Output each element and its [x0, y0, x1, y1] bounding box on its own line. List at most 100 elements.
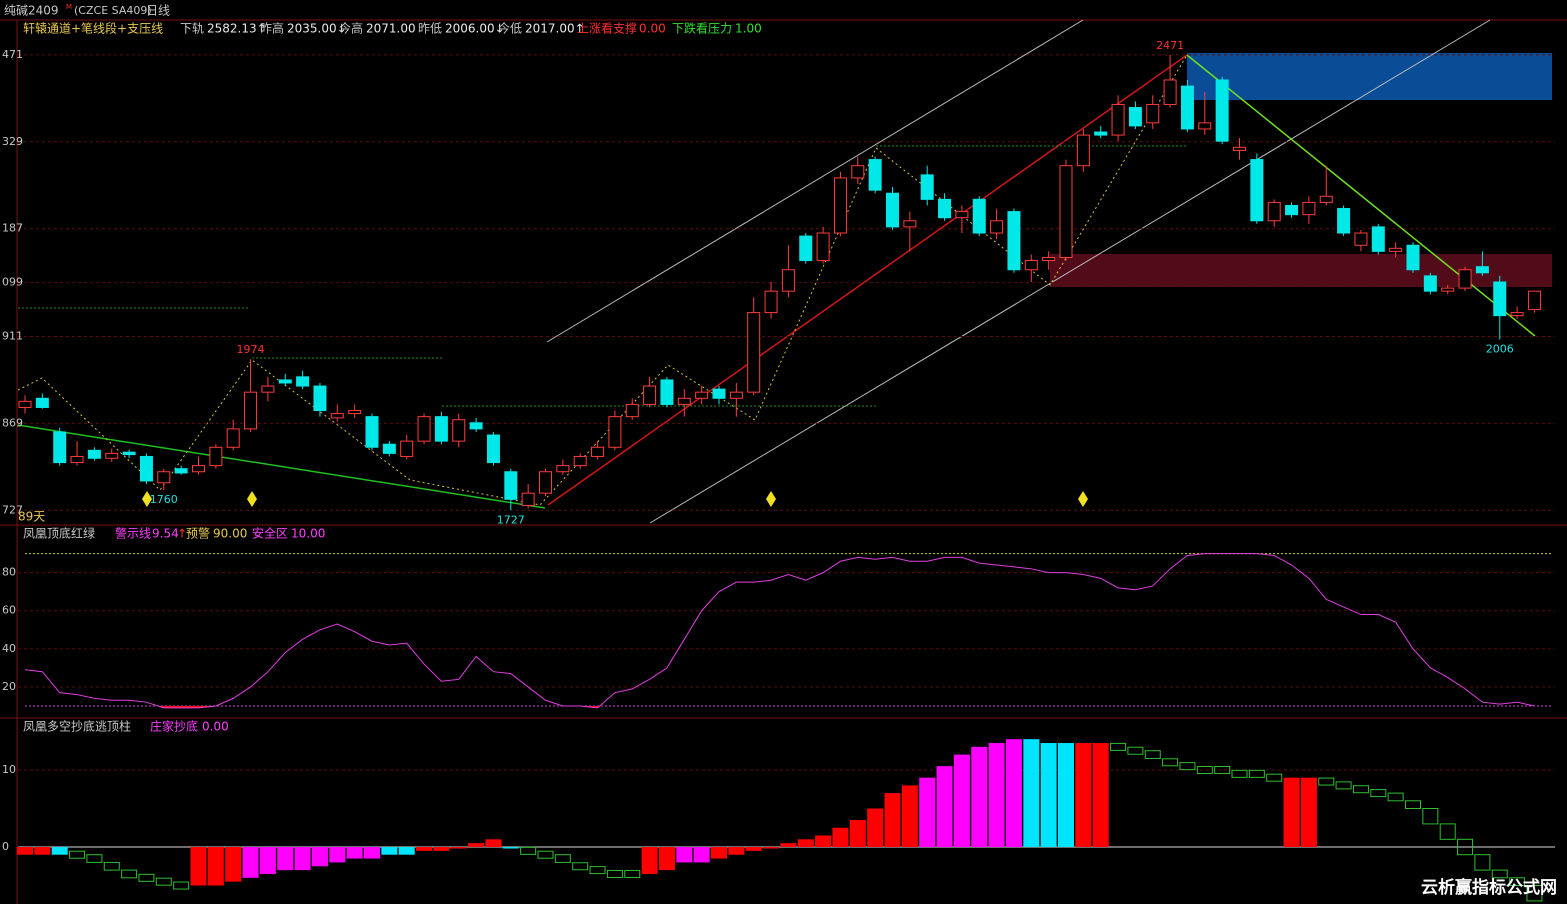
- label: 昨高: [260, 21, 284, 36]
- panel-title[interactable]: 凤凰顶底红绿: [23, 526, 95, 541]
- bar: [103, 861, 120, 871]
- indicator-name[interactable]: 轩辕通道+笔线段+支压线: [23, 21, 163, 36]
- candle-body: [1215, 79, 1229, 142]
- bar: [1214, 765, 1231, 774]
- code: (CZCE SA409): [74, 4, 152, 17]
- candle-body: [1302, 201, 1316, 216]
- bar: [1040, 743, 1057, 848]
- bar: [1231, 769, 1248, 778]
- candle-body: [1319, 195, 1333, 203]
- bar: [86, 854, 103, 863]
- candle-body: [1510, 312, 1524, 317]
- bar: [416, 847, 433, 851]
- bar: [1509, 877, 1526, 887]
- bar: [728, 847, 745, 855]
- bar: [1491, 869, 1508, 879]
- candle-body: [1371, 226, 1385, 252]
- candle-body: [955, 211, 969, 219]
- candle-body: [35, 397, 49, 408]
- candle-body: [1493, 281, 1507, 317]
- y-tick-label: 80: [2, 566, 16, 579]
- value: 2017.00↑: [525, 22, 585, 36]
- candle-body: [1337, 208, 1351, 234]
- candle-body: [1094, 131, 1108, 136]
- candle-body: [608, 416, 622, 448]
- bar: [1352, 785, 1369, 794]
- candle-body: [1111, 103, 1125, 136]
- bar: [1283, 777, 1300, 848]
- candle-body: [990, 220, 1004, 234]
- y-tick-label: 329: [2, 135, 23, 148]
- candle-body: [747, 312, 761, 393]
- bar: [121, 869, 138, 879]
- bar: [398, 847, 415, 855]
- bar: [1474, 854, 1491, 871]
- y-tick-label: 40: [2, 642, 16, 655]
- candle-body: [244, 391, 258, 430]
- bar: [311, 847, 328, 867]
- candle-body: [833, 177, 847, 234]
- bar: [1196, 765, 1213, 774]
- candle-body: [330, 413, 344, 419]
- bar: [624, 869, 641, 878]
- peak-label: 2471: [1156, 39, 1184, 52]
- bar: [849, 820, 866, 848]
- bar: [294, 847, 311, 871]
- bar: [693, 847, 710, 863]
- bar: [34, 847, 51, 855]
- y-tick-label: 911: [2, 329, 23, 342]
- y-tick-label: 187: [2, 222, 23, 235]
- value: 10.00: [291, 527, 325, 541]
- days: 89天: [18, 510, 45, 524]
- value: 2582.13↑: [207, 22, 267, 36]
- bar: [1405, 800, 1421, 809]
- bar: [1058, 743, 1074, 848]
- marks: 471 329 187 099 911 869 727 2471 1974 2006 1760 172…: [2, 39, 1555, 902]
- bar: [554, 854, 571, 863]
- candle-body: [192, 465, 205, 473]
- signal-diamond: [247, 491, 257, 507]
- candle-body: [434, 416, 448, 442]
- bar: [1266, 773, 1283, 782]
- signal-diamond: [1078, 491, 1088, 507]
- bar: [884, 793, 901, 848]
- y-tick-label: 869: [2, 416, 23, 429]
- bar: [502, 847, 519, 849]
- bar: [1422, 807, 1439, 825]
- peak-label: 1974: [237, 343, 265, 356]
- bar: [277, 847, 294, 871]
- period[interactable]: 日线: [146, 4, 170, 18]
- bar: [1110, 742, 1127, 751]
- trough-label: 2006: [1486, 343, 1514, 356]
- bar: [971, 746, 988, 848]
- label: 警示线: [115, 526, 151, 541]
- bar: [711, 847, 727, 859]
- candle-body: [1059, 165, 1073, 259]
- bar: [225, 847, 242, 882]
- panel-title[interactable]: 凤凰多空抄底逃顶柱: [23, 719, 131, 734]
- candle-body: [573, 455, 587, 467]
- value: 1.00: [735, 22, 762, 36]
- bar: [1023, 739, 1040, 848]
- candle-body: [1441, 287, 1455, 292]
- pressure-zone: [1187, 53, 1552, 100]
- candle-body: [87, 449, 101, 459]
- bar: [1092, 743, 1109, 848]
- candle-body: [53, 431, 67, 464]
- watermark: 云析赢指标公式网: [1421, 877, 1557, 898]
- label: 今高: [339, 21, 363, 36]
- candle-body: [278, 379, 292, 384]
- candle-body: [1267, 201, 1281, 222]
- bar: [1370, 789, 1387, 798]
- indicator-line: [24, 553, 1535, 709]
- y-tick-label: 471: [2, 48, 23, 61]
- value: 2035.00↓: [287, 22, 347, 36]
- bar: [589, 866, 606, 875]
- overlay: [17, 19, 1536, 524]
- bar: [1179, 762, 1196, 771]
- candle-body: [486, 434, 500, 464]
- label: 下跌看压力: [672, 21, 732, 36]
- candle-body: [1007, 211, 1021, 271]
- bar: [1387, 792, 1404, 802]
